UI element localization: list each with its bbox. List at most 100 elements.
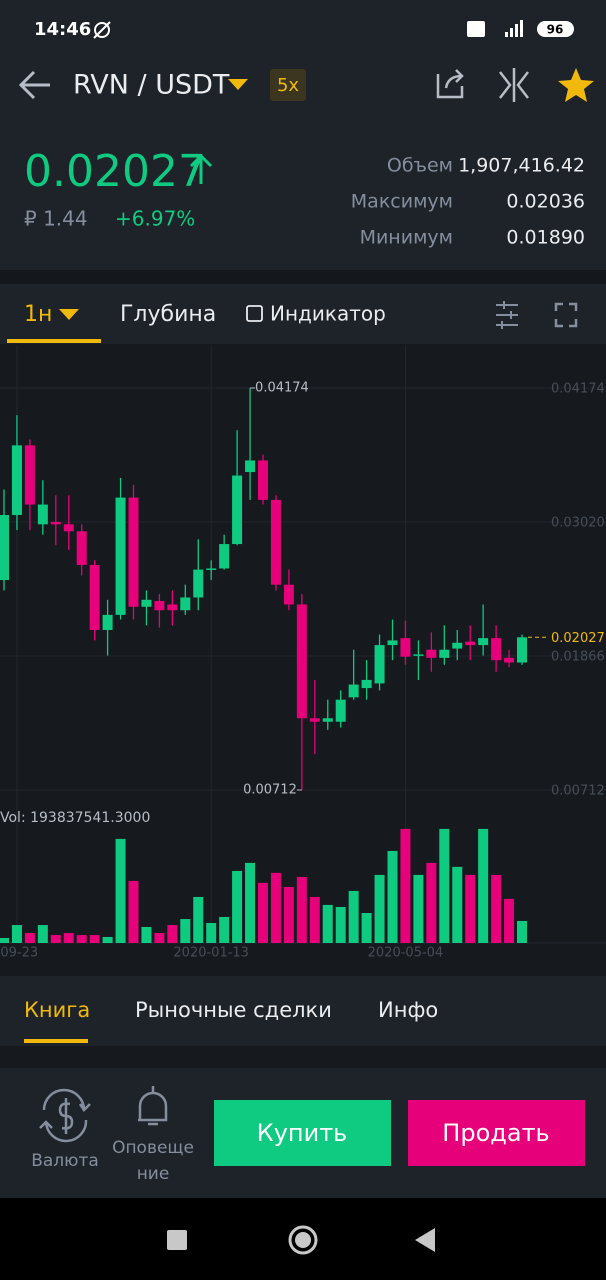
volume-bar	[387, 850, 398, 943]
candle-body	[63, 524, 74, 532]
volume-bar	[270, 872, 281, 943]
volume-bar	[439, 828, 450, 943]
candle-body	[37, 504, 48, 525]
volume-bar	[115, 838, 126, 943]
last-price: 0.02027	[24, 146, 206, 197]
candle-body	[102, 614, 113, 630]
volume-bar	[63, 933, 74, 943]
sell-label[interactable]: Продать	[442, 1119, 549, 1147]
candle-body	[206, 568, 217, 570]
candle-body	[387, 640, 398, 646]
nav-back[interactable]	[415, 1228, 435, 1252]
compare-icon[interactable]	[499, 68, 529, 102]
currency-icon[interactable]	[39, 1088, 91, 1143]
tab-underline	[7, 339, 101, 343]
fiat-price: ₽ 1.44	[24, 207, 88, 231]
signal-icon	[505, 20, 523, 37]
volume-bar	[102, 936, 113, 943]
alert-icon[interactable]	[138, 1086, 168, 1126]
interval-tab[interactable]: 1н	[24, 302, 52, 327]
pair-title[interactable]: RVN / USDT	[73, 70, 230, 101]
header-bg	[0, 0, 606, 270]
nav-home[interactable]	[288, 1225, 318, 1255]
volume-bar	[258, 882, 268, 943]
volume-bar	[37, 925, 48, 943]
indicator-tab[interactable]: Индикатор	[270, 302, 386, 326]
candle-body	[504, 657, 515, 663]
volume-bar	[296, 876, 307, 943]
volume-bar	[89, 935, 100, 943]
volume-bar	[309, 896, 320, 943]
volume-bar	[413, 874, 424, 943]
candle-body	[0, 515, 9, 581]
candle-body	[309, 718, 320, 722]
info-tab[interactable]: Инфо	[378, 998, 438, 1022]
pair-caret[interactable]	[228, 79, 248, 90]
chart: 0.04174 0.03020 0.01866 0.00712 -09-23 2020-0…	[0, 345, 606, 961]
depth-tab[interactable]: Глубина	[120, 302, 216, 327]
leverage-badge	[270, 69, 306, 101]
settings-icon[interactable]	[496, 301, 518, 329]
candle-body	[374, 645, 385, 684]
candle-body	[270, 499, 281, 585]
volume-bar	[193, 896, 204, 943]
candle-body	[465, 641, 476, 646]
battery-level: 96	[547, 23, 564, 37]
candle-body	[258, 460, 268, 500]
sell-button[interactable]	[408, 1100, 585, 1166]
candle-body	[245, 460, 256, 473]
volume-bar	[141, 926, 152, 943]
candle-body	[400, 638, 411, 657]
alert-label[interactable]: Оповеще	[112, 1138, 194, 1158]
volume-bar	[232, 870, 243, 943]
candle-body	[128, 497, 139, 607]
nav-recents[interactable]	[167, 1230, 187, 1250]
volume-bar	[180, 919, 191, 943]
volume-bar	[76, 935, 87, 943]
candle-body	[193, 569, 204, 598]
y-tick-label: 0.00712	[551, 784, 605, 799]
low-label: 0.00712	[243, 783, 297, 798]
interval-caret[interactable]	[59, 309, 79, 320]
volume-bar	[465, 874, 476, 943]
volume-bar	[322, 904, 333, 943]
indicator-icon[interactable]	[246, 305, 263, 322]
change-percent: +6.97%	[115, 207, 195, 231]
stat-label: Минимум	[360, 227, 453, 249]
status-time: 14:46	[34, 19, 91, 40]
alert-label[interactable]: ние	[137, 1164, 170, 1184]
trades-tab[interactable]: Рыночные сделки	[135, 998, 332, 1022]
back-button[interactable]	[18, 70, 50, 100]
x-tick-label: 2020-01-13	[173, 946, 249, 961]
favorite-star[interactable]	[558, 68, 594, 102]
volume-bar	[0, 938, 9, 943]
volume-bar	[452, 866, 463, 943]
volume-bar	[24, 933, 35, 943]
share-icon[interactable]	[436, 69, 464, 99]
candle-body	[517, 637, 527, 663]
candle-body	[478, 638, 489, 646]
fullscreen-icon[interactable]	[554, 302, 578, 328]
buy-button[interactable]	[214, 1100, 391, 1166]
volume-bar	[206, 923, 217, 943]
battery-icon	[537, 21, 574, 37]
candle-body	[76, 531, 87, 565]
volume-bar	[478, 828, 489, 943]
volume-bar	[128, 880, 139, 943]
buy-label[interactable]: Купить	[257, 1119, 348, 1147]
candle-body	[115, 497, 126, 615]
book-tab[interactable]: Книга	[24, 998, 90, 1022]
volume-bar	[517, 920, 527, 943]
candle-body	[11, 445, 22, 516]
book-underline	[24, 1039, 88, 1043]
candle-body	[452, 642, 463, 649]
currency-label[interactable]: Валюта	[31, 1151, 99, 1171]
stat-value: 0.01890	[506, 227, 585, 249]
candle-body	[24, 445, 35, 505]
volume-label: Vol: 193837541.3000	[0, 810, 150, 826]
candle-body	[141, 599, 152, 607]
volume-bar	[50, 935, 61, 943]
stat-label: Объем	[387, 155, 453, 177]
